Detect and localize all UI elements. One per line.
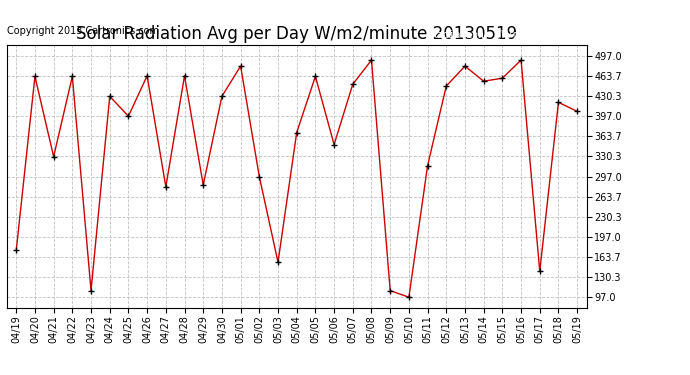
Text: Copyright 2013 Cartronics.com: Copyright 2013 Cartronics.com xyxy=(7,26,159,36)
Title: Solar Radiation Avg per Day W/m2/minute 20130519: Solar Radiation Avg per Day W/m2/minute … xyxy=(76,26,518,44)
Text: Radiation  (W/m2/Minute): Radiation (W/m2/Minute) xyxy=(431,30,573,40)
